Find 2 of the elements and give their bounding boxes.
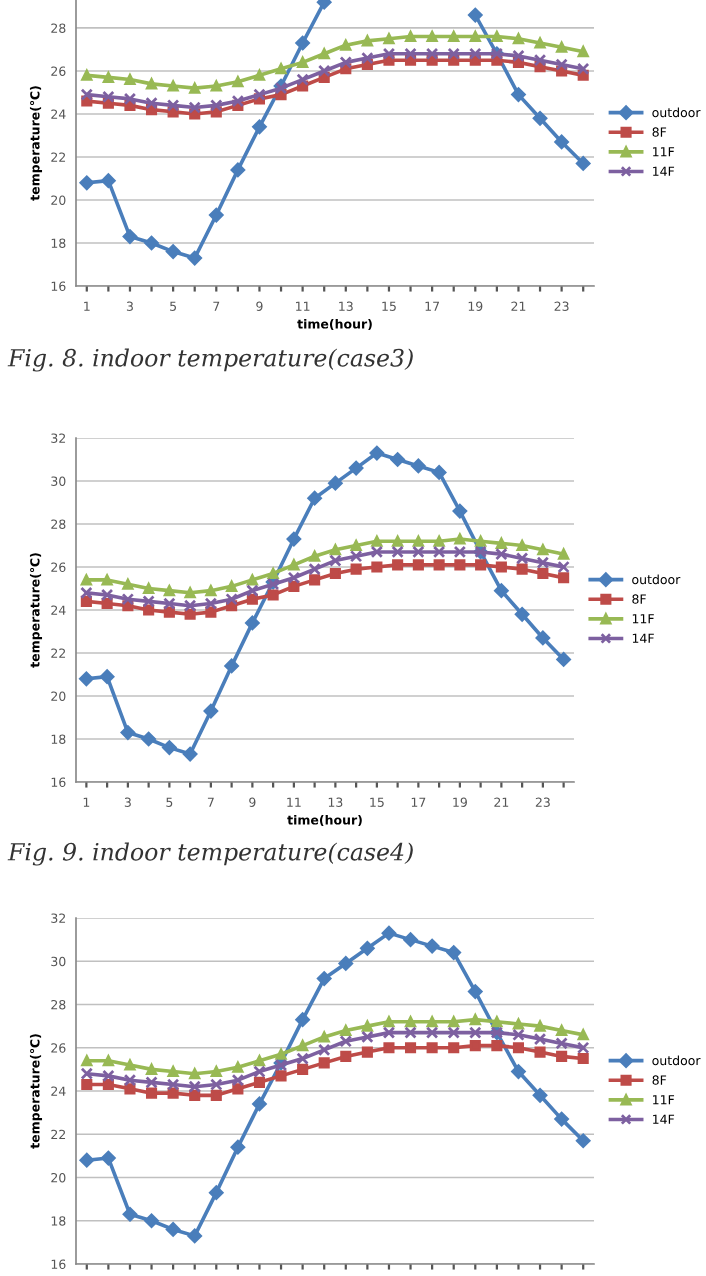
caption: Fig. 9. indoor temperature(case4) [7,842,413,866]
caption: Fig. 8. indoor temperature(case3) [7,348,413,372]
